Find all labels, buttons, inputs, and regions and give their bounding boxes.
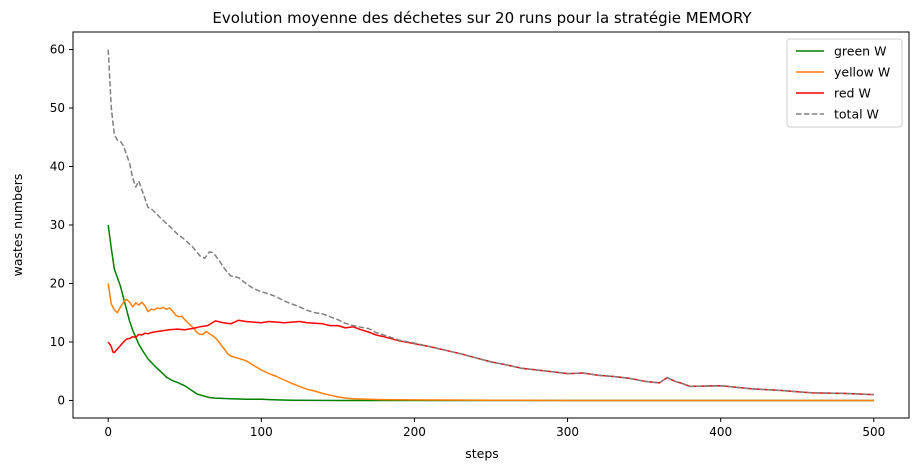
x-tick-label: 500 bbox=[862, 425, 885, 439]
series-lines bbox=[107, 49, 874, 402]
y-tick-label: 20 bbox=[50, 276, 65, 290]
series-line-yellow-w bbox=[107, 283, 874, 402]
legend-label: red W bbox=[834, 86, 871, 101]
x-tick-label: 400 bbox=[709, 425, 732, 439]
series-line-total-w bbox=[107, 49, 874, 396]
x-tick-label: 200 bbox=[403, 425, 426, 439]
x-axis-label: steps bbox=[465, 446, 499, 461]
y-axis-label: wastes numbers bbox=[10, 174, 25, 277]
y-tick-label: 40 bbox=[50, 160, 65, 174]
chart-title: Evolution moyenne des déchetes sur 20 ru… bbox=[212, 9, 752, 27]
x-tick-label: 100 bbox=[250, 425, 273, 439]
y-tick-label: 50 bbox=[50, 101, 65, 115]
y-tick-label: 30 bbox=[50, 218, 65, 232]
y-tick-label: 10 bbox=[50, 335, 65, 349]
y-tick-label: 60 bbox=[50, 43, 65, 57]
legend-frame bbox=[786, 38, 903, 128]
series-line-red-w bbox=[107, 319, 874, 396]
legend: green W yellow W red W total W bbox=[786, 38, 903, 128]
plot-area bbox=[72, 31, 910, 419]
axis-ticks: 0 100 200 300 400 500 0 10 20 30 40 50 60 bbox=[50, 43, 886, 439]
y-tick-label: 0 bbox=[57, 393, 65, 407]
series-line-green-w bbox=[107, 224, 874, 402]
legend-label: green W bbox=[834, 44, 886, 59]
x-tick-label: 300 bbox=[556, 425, 579, 439]
legend-label: yellow W bbox=[834, 65, 890, 80]
x-tick-label: 0 bbox=[104, 425, 112, 439]
legend-label: total W bbox=[834, 107, 879, 122]
